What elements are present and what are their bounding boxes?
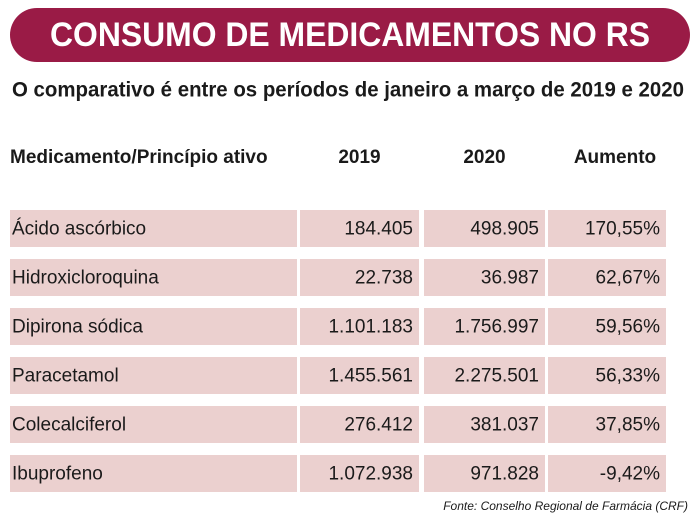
cell-value: 37,85% [596, 415, 661, 436]
row-label: Hidroxicloroquina [12, 268, 159, 289]
table-cell [424, 357, 545, 394]
cell-value: 184.405 [344, 219, 413, 240]
cell-value: 276.412 [344, 415, 413, 436]
cell-value: 170,55% [585, 219, 660, 240]
row-label: Ibuprofeno [12, 464, 103, 485]
row-label: Dipirona sódica [12, 317, 143, 338]
cell-value: 971.828 [470, 464, 539, 485]
column-header: 2020 [463, 147, 505, 168]
cell-value: 1.756.997 [454, 317, 539, 338]
column-header: Aumento [574, 147, 656, 168]
table-cell [10, 406, 297, 443]
row-label: Ácido ascórbico [12, 219, 146, 240]
table-cell [300, 259, 419, 296]
table-cell [10, 259, 297, 296]
column-header: 2019 [338, 147, 380, 168]
column-header: Medicamento/Princípio ativo [10, 147, 268, 168]
cell-value: 498.905 [470, 219, 539, 240]
table-cell [300, 210, 419, 247]
table-cell [424, 210, 545, 247]
cell-value: 62,67% [596, 268, 661, 289]
source: Fonte: Conselho Regional de Farmácia (CR… [443, 499, 688, 513]
row-label: Paracetamol [12, 366, 119, 387]
table-cell [10, 210, 297, 247]
table-cell [548, 357, 666, 394]
table-cell [548, 210, 666, 247]
table-cell [10, 308, 297, 345]
cell-value: 1.455.561 [328, 366, 413, 387]
table-cell [548, 259, 666, 296]
table-cell [424, 455, 545, 492]
cell-value: 1.072.938 [328, 464, 413, 485]
cell-value: 1.101.183 [328, 317, 413, 338]
cell-value: -9,42% [600, 464, 660, 485]
table-cell [10, 357, 297, 394]
subtitle: O comparativo é entre os períodos de jan… [12, 79, 684, 102]
table-cell [300, 406, 419, 443]
cell-value: 22.738 [355, 268, 413, 289]
row-label: Colecalciferol [12, 415, 126, 436]
table-cell [548, 406, 666, 443]
table-cell [424, 308, 545, 345]
title: CONSUMO DE MEDICAMENTOS NO RS [50, 16, 650, 54]
cell-value: 381.037 [470, 415, 539, 436]
table-cell [548, 308, 666, 345]
cell-value: 2.275.501 [454, 366, 539, 387]
table-cell [10, 455, 297, 492]
table-cell [300, 455, 419, 492]
cell-value: 59,56% [596, 317, 661, 338]
table-cell [548, 455, 666, 492]
table-cell [300, 357, 419, 394]
title-banner [10, 8, 690, 62]
cell-value: 36.987 [481, 268, 539, 289]
table-cell [424, 259, 545, 296]
table-cell [424, 406, 545, 443]
cell-value: 56,33% [596, 366, 661, 387]
table-cell [300, 308, 419, 345]
